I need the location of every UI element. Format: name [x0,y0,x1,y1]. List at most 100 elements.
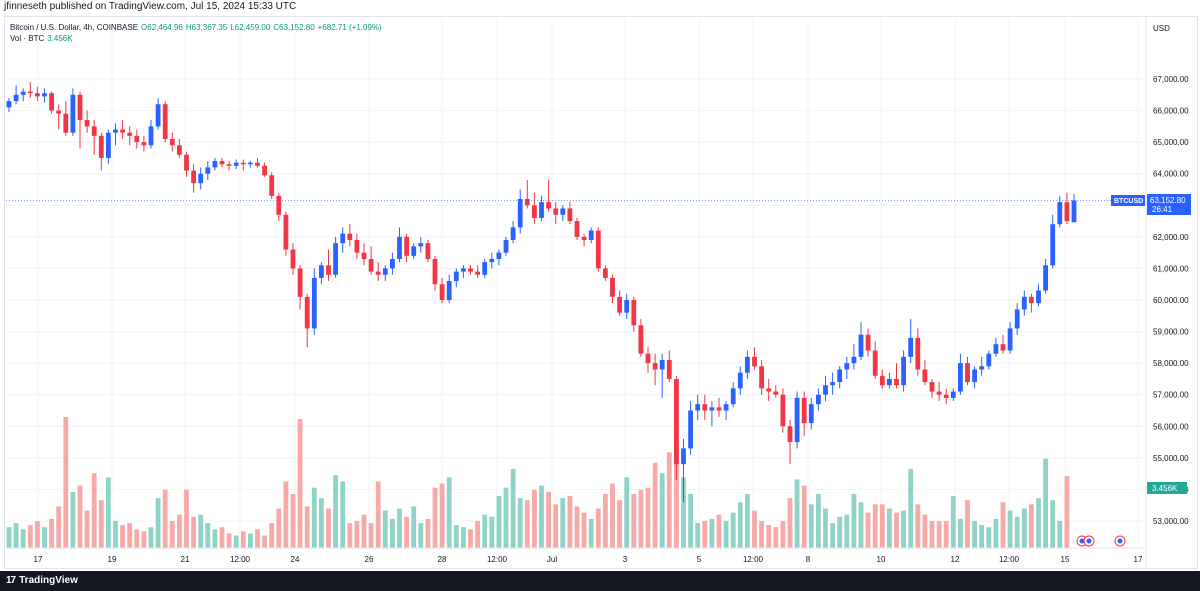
volume-bar [127,523,133,548]
candle-body [177,145,182,155]
time-tick-label: 5 [697,555,702,564]
volume-bar [63,417,69,548]
time-tick-label: 3 [623,555,628,564]
volume-bar [240,531,246,548]
candle-body [887,378,892,386]
chart-legend: Bitcoin / U.S. Dollar, 4h, COINBASE O62,… [10,22,382,44]
candle-body [432,258,438,285]
tradingview-logo[interactable]: 17 TradingView [0,571,78,591]
candle-body [865,334,871,351]
volume-bar [688,493,693,548]
candle-body [425,243,431,259]
time-tick-label: 17 [1134,555,1143,564]
symbol-title[interactable]: Bitcoin / U.S. Dollar, 4h, COINBASE [10,23,139,32]
candle-body [1057,202,1063,225]
volume-bar [98,500,104,548]
volume-bar [737,502,743,548]
legend-open: O62,464.96 [141,23,183,32]
volume-bar [588,518,594,548]
volume-bar [453,525,459,548]
candle-body [297,268,303,297]
volume-bar [134,529,140,548]
candle-body [915,337,921,370]
candle-body [184,154,189,171]
volume-bar [226,533,232,548]
volume-bar [198,514,204,548]
volume-bar [858,502,864,548]
candle-body [1007,328,1013,351]
candle-body [986,353,992,367]
volume-bar [716,514,722,548]
candle-body [368,258,374,272]
volume-bar [645,487,651,548]
time-tick-label: 10 [877,555,886,564]
volume-bar [91,473,97,548]
volume-bar [901,510,906,548]
candle-body [496,252,502,259]
volume-label[interactable]: Vol · BTC [10,34,45,43]
candle-body [198,173,204,184]
candle-body [879,375,885,386]
legend-close: C63,152.80 [273,23,315,32]
volume-bar [766,525,772,548]
candle-body [894,378,899,386]
volume-bar [950,496,956,548]
volume-bar [6,527,12,548]
candle-body [745,356,750,373]
candle-body [191,170,196,184]
candle-body [468,268,473,272]
volume-bar [70,491,76,548]
volume-bar [524,500,530,548]
candle-body [233,162,239,166]
volume-bar [390,518,395,548]
candle-body [688,410,693,449]
candle-body [1064,202,1070,222]
volume-bar [943,520,949,548]
volume-bar [205,523,211,548]
candle-body [794,397,800,443]
candle-body [148,126,154,146]
volume-bar [333,475,338,548]
volume-bar [27,525,33,548]
volume-bar [681,477,686,548]
candle-body [567,208,573,222]
event-icons[interactable] [1076,535,1126,547]
candle-body [283,214,289,250]
candle-body [737,372,743,389]
candle-body [141,142,147,146]
candle-body [993,344,999,354]
candle-body [127,132,133,136]
published-bar: jfinneseth published on TradingView.com,… [0,0,1200,14]
volume-bar [1014,516,1020,548]
candle-body [319,265,324,278]
volume-bar [304,506,310,548]
volume-bar [141,531,147,548]
candle-body [70,94,76,133]
candle-body [553,208,559,215]
volume-bar [638,489,644,548]
volume-bar [603,493,608,548]
volume-bar [595,508,601,548]
volume-bar [361,514,367,548]
candle-body [588,230,594,241]
time-tick-label: 8 [806,555,811,564]
candle-body [42,93,47,97]
volume-value: 3.456K [47,34,73,43]
candle-body [631,300,637,326]
candle-body [908,337,914,357]
price-tick-label: 60,000.00 [1153,296,1189,305]
candle-body [503,240,509,253]
candle-body [801,397,807,424]
candle-body [439,284,445,300]
volume-bar [56,506,62,548]
time-tick-label: 12:00 [743,555,764,564]
candle-body [49,93,54,111]
price-tick-label: 62,000.00 [1153,233,1189,242]
volume-bar [397,508,402,548]
tradingview-logo-icon: 17 [6,575,16,586]
time-axis[interactable]: 17 19 21 12:00 24 26 28 12:00 Jul 3 5 12:00 8 10 12 12:… [6,547,1145,564]
time-tick-label: 24 [291,555,300,564]
price-tick-label: 57,000.00 [1153,391,1189,400]
chart-frame[interactable] [4,16,1198,569]
